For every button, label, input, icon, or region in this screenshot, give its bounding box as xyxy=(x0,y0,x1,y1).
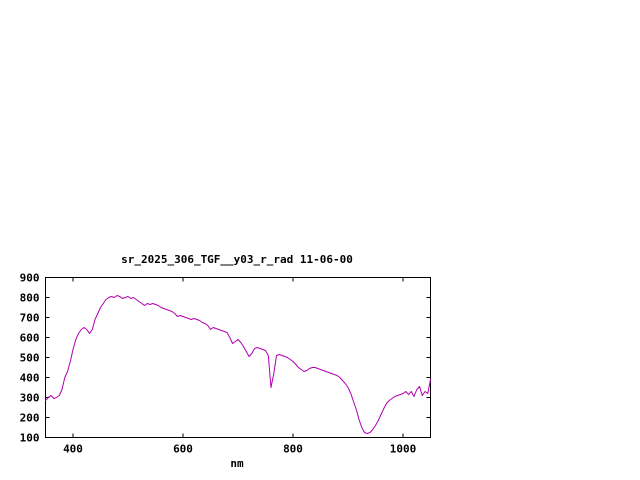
y-tick-label: 100 xyxy=(20,432,40,445)
y-tick-label: 500 xyxy=(20,352,40,365)
chart-title: sr_2025_306_TGF__y03_r_rad 11-06-00 xyxy=(121,253,353,266)
x-tick-label: 600 xyxy=(173,443,193,456)
y-tick-label: 700 xyxy=(20,312,40,325)
x-axis-label: nm xyxy=(230,457,244,470)
y-tick-label: 600 xyxy=(20,332,40,345)
y-tick-label: 900 xyxy=(20,272,40,285)
x-tick-label: 800 xyxy=(283,443,303,456)
x-tick-label: 400 xyxy=(63,443,83,456)
y-tick-label: 800 xyxy=(20,292,40,305)
y-tick-label: 200 xyxy=(20,412,40,425)
chart-render-layer: 400 600 800 1000 100 200 300 400 500 600 700 800 900 xyxy=(20,272,431,456)
plot-border xyxy=(45,277,431,438)
y-tick-label: 300 xyxy=(20,392,40,405)
x-tick-label: 1000 xyxy=(390,443,417,456)
spectrum-line xyxy=(45,295,431,434)
y-tick-label: 400 xyxy=(20,372,40,385)
